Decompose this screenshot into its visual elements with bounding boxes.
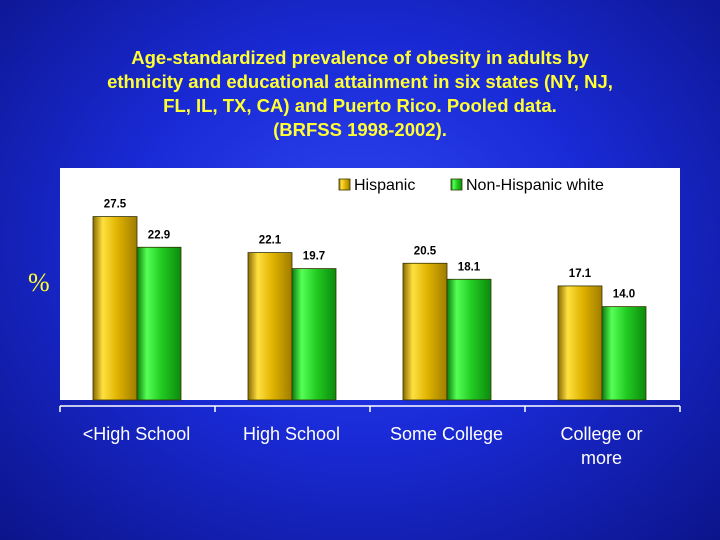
title-line: (BRFSS 1998-2002). (273, 119, 447, 140)
y-axis-label: % (28, 268, 50, 297)
legend-label: Non-Hispanic white (466, 177, 604, 194)
title-line: FL, IL, TX, CA) and Puerto Rico. Pooled … (163, 95, 557, 116)
chart-title: Age-standardized prevalence of obesity i… (40, 46, 680, 142)
bar-non-hispanic-white (136, 246, 182, 401)
data-label: 22.1 (259, 235, 282, 247)
legend-swatch-non-hispanic-white (450, 178, 463, 191)
data-label: 22.9 (148, 229, 170, 241)
bar-non-hispanic-white (601, 306, 647, 401)
data-label: 27.5 (104, 199, 127, 211)
data-label: 17.1 (569, 268, 592, 280)
data-label: 14.0 (613, 289, 635, 301)
title-line: Age-standardized prevalence of obesity i… (131, 47, 589, 68)
data-label: 18.1 (458, 261, 481, 273)
data-label: 20.5 (414, 245, 437, 257)
bar-hispanic (557, 285, 603, 401)
bar-hispanic (247, 252, 293, 401)
bar-non-hispanic-white (446, 278, 492, 401)
x-tick-label: High School (243, 424, 340, 444)
legend-label: Hispanic (354, 177, 415, 194)
legend-swatch-hispanic (338, 178, 351, 191)
bar-hispanic (402, 262, 448, 401)
title-line: ethnicity and educational attainment in … (107, 71, 613, 92)
bar-non-hispanic-white (291, 268, 337, 401)
bar-hispanic (92, 216, 138, 401)
x-tick-label: Some College (390, 424, 503, 444)
data-label: 19.7 (303, 251, 325, 263)
x-tick-label: <High School (83, 424, 191, 444)
x-tick-label: College or more (560, 424, 642, 468)
